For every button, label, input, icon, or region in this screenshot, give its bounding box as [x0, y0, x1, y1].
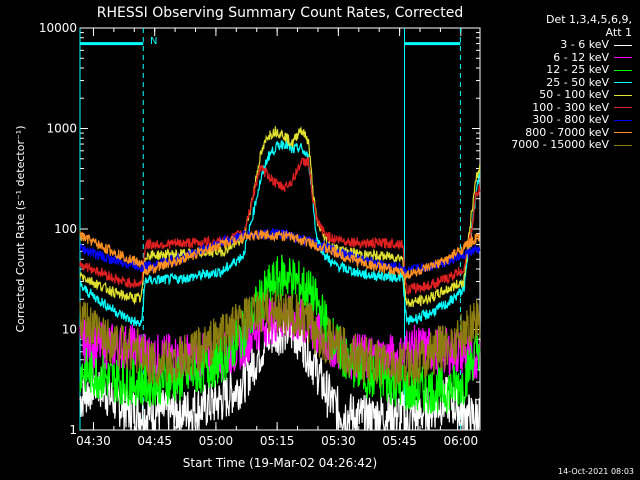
x-tick-label: 04:45 — [137, 434, 172, 448]
legend-entry: 100 - 300 keV — [467, 100, 632, 115]
series-layer — [79, 28, 481, 432]
y-tick-label: 100 — [54, 222, 77, 236]
y-tick-label: 1000 — [46, 122, 77, 136]
legend-label: 300 - 800 keV — [532, 113, 609, 126]
legend-swatch — [614, 119, 632, 121]
legend-entry: 300 - 800 keV — [467, 113, 632, 127]
series-line — [79, 156, 481, 296]
legend-label: 100 - 300 keV — [532, 100, 609, 114]
x-tick-label: 05:45 — [382, 434, 417, 448]
legend-swatch — [614, 132, 632, 134]
legend-entry: 12 - 25 keV — [467, 63, 632, 77]
legend-swatch — [614, 82, 632, 84]
y-tick-label: 10000 — [39, 21, 77, 35]
y-axis-label: Corrected Count Rate (s⁻¹ detector⁻¹) — [14, 126, 27, 333]
legend-entry: 50 - 100 keV — [467, 88, 632, 102]
legend-header-line-1: Det 1,3,4,5,6,9, — [545, 13, 632, 26]
legend-entry: 800 - 7000 keV — [467, 125, 632, 140]
legend-swatch — [614, 69, 632, 71]
series-line — [79, 229, 480, 280]
footer-date: 14-Oct-2021 08:03 — [558, 467, 634, 476]
tick-labels: 1 10 100 1000 10000 04:30 04:45 05:00 05:15 05:30… — [39, 21, 478, 448]
x-tick-label: 05:15 — [260, 434, 295, 448]
legend-label: 7000 - 15000 keV — [511, 138, 609, 151]
legend-entry: 6 - 12 keV — [467, 50, 632, 65]
y-tick-label: 1 — [69, 423, 77, 437]
legend-label: 6 - 12 keV — [553, 50, 609, 64]
x-axis-label: Start Time (19-Mar-02 04:26:42) — [183, 456, 377, 470]
legend-label: 3 - 6 keV — [560, 38, 609, 51]
chart-title: RHESSI Observing Summary Count Rates, Co… — [97, 5, 463, 21]
x-tick-label: 05:30 — [321, 434, 356, 448]
legend-swatch — [614, 44, 632, 46]
legend-swatch — [614, 144, 632, 146]
legend-entry: 3 - 6 keV — [467, 38, 632, 52]
legend-label: 25 - 50 keV — [546, 75, 609, 89]
series-line — [79, 228, 481, 276]
legend-entry: 25 - 50 keV — [467, 75, 632, 90]
series-line — [79, 139, 481, 327]
legend-swatch — [614, 57, 632, 59]
night-marker-label: N — [150, 36, 157, 47]
x-tick-label: 04:30 — [76, 434, 111, 448]
y-tick-label: 10 — [62, 323, 77, 337]
legend-rows: 3 - 6 keV 6 - 12 keV 12 - 25 keV 25 - 50 ke… — [467, 38, 632, 152]
legend: Det 1,3,4,5,6,9, Att 1 3 - 6 keV 6 - 12 k… — [467, 13, 632, 152]
legend-label: 800 - 7000 keV — [525, 125, 609, 139]
legend-label: 12 - 25 keV — [546, 63, 609, 76]
legend-swatch — [614, 94, 632, 96]
series-line — [79, 288, 481, 390]
series-line — [79, 126, 481, 309]
legend-entry: 7000 - 15000 keV — [467, 138, 632, 152]
x-tick-label: 06:00 — [444, 434, 479, 448]
series-line — [79, 254, 481, 414]
legend-header-line-2: Att 1 — [605, 25, 632, 39]
legend-label: 50 - 100 keV — [539, 88, 609, 101]
legend-swatch — [614, 107, 632, 109]
x-tick-label: 05:00 — [199, 434, 234, 448]
